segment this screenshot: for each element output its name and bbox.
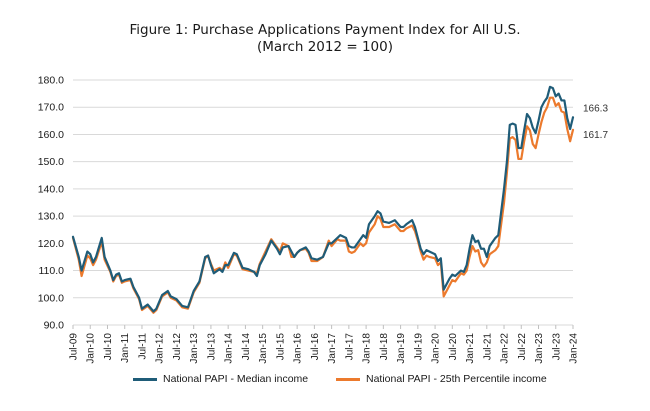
series-line-0	[71, 85, 575, 313]
x-tick-label: Jan-17	[327, 333, 338, 364]
legend-swatch-25th-percentile	[336, 377, 360, 381]
x-tick-label: Jan-24	[569, 333, 580, 364]
x-tick-label: Jul-15	[275, 333, 286, 361]
chart-title: Figure 1: Purchase Applications Payment …	[129, 22, 521, 38]
x-tick-label: Jul-13	[206, 333, 217, 361]
y-tick-label: 110.0	[39, 265, 65, 277]
gridlines	[73, 79, 573, 326]
y-tick-label: 100.0	[38, 292, 64, 304]
x-tick-label: Jul-16	[310, 333, 321, 361]
x-tick-label: Jul-18	[379, 333, 390, 361]
x-tick-label: Jan-23	[534, 333, 545, 364]
x-tick-label: Jul-14	[241, 333, 252, 361]
x-tick-label: Jan-10	[86, 333, 97, 364]
y-axis: 180.0 170.0 160.0 150.0 140.0 130.0 120.0 110.0…	[38, 75, 64, 332]
chart-subtitle: (March 2012 = 100)	[257, 39, 393, 55]
y-tick-label: 120.0	[38, 238, 64, 250]
x-tick-label: Jul-20	[448, 333, 459, 361]
legend-swatch-median	[133, 377, 157, 381]
legend-item-25th-percentile: National PAPI - 25th Percentile income	[336, 373, 547, 385]
y-tick-label: 140.0	[38, 183, 64, 195]
x-tick-label: Jul-23	[551, 333, 562, 361]
legend-label-25th-percentile: National PAPI - 25th Percentile income	[366, 373, 547, 385]
x-tick-label: Jan-15	[258, 333, 269, 364]
x-tick-label: Jul-19	[413, 333, 424, 361]
legend-label-median: National PAPI - Median income	[163, 373, 309, 385]
end-label-1: 161.7	[583, 130, 608, 141]
legend: National PAPI - Median income National P…	[0, 373, 650, 389]
end-label-0: 166.3	[583, 103, 608, 114]
x-tick-label: Jan-12	[155, 333, 166, 364]
x-tick-label: Jan-21	[465, 333, 476, 364]
y-tick-label: 90.0	[44, 320, 65, 332]
x-tick-label: Jul-09	[69, 333, 80, 361]
x-tick-label: Jul-21	[482, 333, 493, 361]
y-tick-label: 150.0	[38, 156, 64, 168]
x-tick-label: Jul-22	[517, 333, 528, 361]
x-tick-label: Jan-22	[500, 333, 511, 364]
legend-item-median: National PAPI - Median income	[133, 373, 308, 385]
x-tick-label: Jul-12	[172, 333, 183, 361]
y-tick-label: 180.0	[38, 75, 64, 87]
x-tick-label: Jan-14	[224, 333, 235, 364]
y-tick-label: 170.0	[38, 102, 64, 114]
x-tick-label: Jan-19	[396, 333, 407, 364]
x-tick-label: Jan-20	[431, 333, 442, 364]
x-axis: Jul-09 Jan-10 Jul-10 Jan-11 Jul-11 Jan-12 Jul-…	[69, 325, 580, 364]
series-lines	[71, 85, 575, 314]
y-tick-label: 130.0	[38, 211, 64, 223]
x-tick-label: Jan-18	[362, 333, 373, 364]
x-tick-label: Jul-11	[137, 333, 148, 360]
y-tick-label: 160.0	[38, 129, 64, 141]
x-tick-label: Jul-17	[344, 333, 355, 361]
end-labels: 166.3 161.7	[583, 103, 608, 141]
x-tick-label: Jan-11	[120, 333, 131, 363]
x-tick-label: Jan-13	[189, 333, 200, 364]
x-tick-label: Jan-16	[293, 333, 304, 364]
x-tick-label: Jul-10	[103, 333, 114, 361]
series-line-1	[71, 96, 575, 314]
